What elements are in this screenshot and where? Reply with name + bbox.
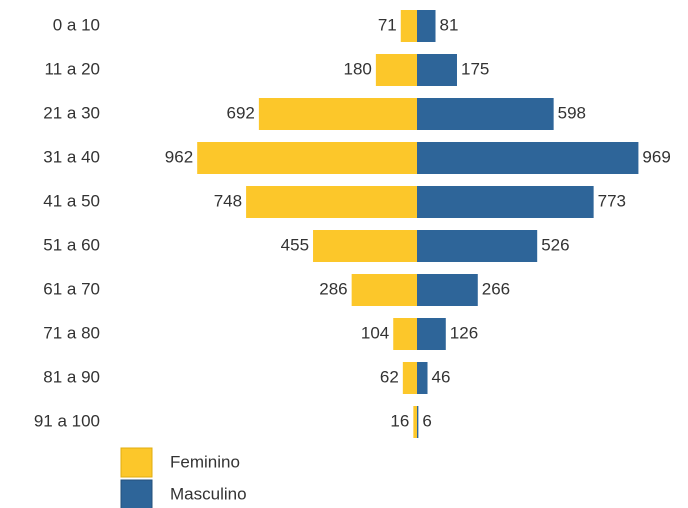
bar (417, 362, 428, 394)
bar (417, 186, 594, 218)
value-label: 71 (378, 15, 397, 34)
value-label: 598 (558, 103, 586, 122)
value-label: 455 (281, 235, 309, 254)
category-label: 91 a 100 (34, 411, 100, 430)
bar (313, 230, 417, 262)
value-label: 748 (214, 191, 242, 210)
value-label: 526 (541, 235, 569, 254)
value-label: 126 (450, 323, 478, 342)
bar (393, 318, 417, 350)
bar (413, 406, 417, 438)
bar (375, 54, 417, 86)
bar (258, 98, 417, 130)
legend-label: Masculino (170, 484, 247, 503)
category-label: 51 a 60 (43, 235, 100, 254)
bar (417, 274, 478, 306)
bar (197, 142, 417, 174)
category-label: 11 a 20 (45, 59, 100, 78)
category-label: 81 a 90 (43, 367, 100, 386)
value-label: 266 (482, 279, 510, 298)
category-label: 0 a 10 (53, 15, 100, 34)
category-label: 41 a 50 (43, 191, 100, 210)
legend-swatch (120, 447, 153, 478)
category-label: 31 a 40 (43, 147, 100, 166)
bar (417, 54, 457, 86)
value-label: 16 (390, 411, 409, 430)
bar (417, 318, 446, 350)
bar (351, 274, 417, 306)
value-label: 773 (598, 191, 626, 210)
bar (400, 10, 417, 42)
bar (402, 362, 417, 394)
value-label: 962 (165, 147, 193, 166)
value-label: 969 (642, 147, 670, 166)
value-label: 104 (361, 323, 389, 342)
value-label: 6 (422, 411, 431, 430)
value-label: 180 (343, 59, 371, 78)
bar (246, 186, 417, 218)
bar (417, 142, 639, 174)
bar (417, 98, 554, 130)
value-label: 692 (227, 103, 255, 122)
value-label: 62 (380, 367, 399, 386)
legend-label: Feminino (170, 452, 240, 471)
category-label: 21 a 30 (43, 103, 100, 122)
value-label: 46 (432, 367, 451, 386)
value-label: 81 (440, 15, 459, 34)
value-label: 175 (461, 59, 489, 78)
category-label: 61 a 70 (43, 279, 100, 298)
bar (417, 230, 538, 262)
bar (417, 406, 419, 438)
legend-swatch (120, 479, 153, 508)
category-label: 71 a 80 (43, 323, 100, 342)
value-label: 286 (319, 279, 347, 298)
bar (417, 10, 436, 42)
